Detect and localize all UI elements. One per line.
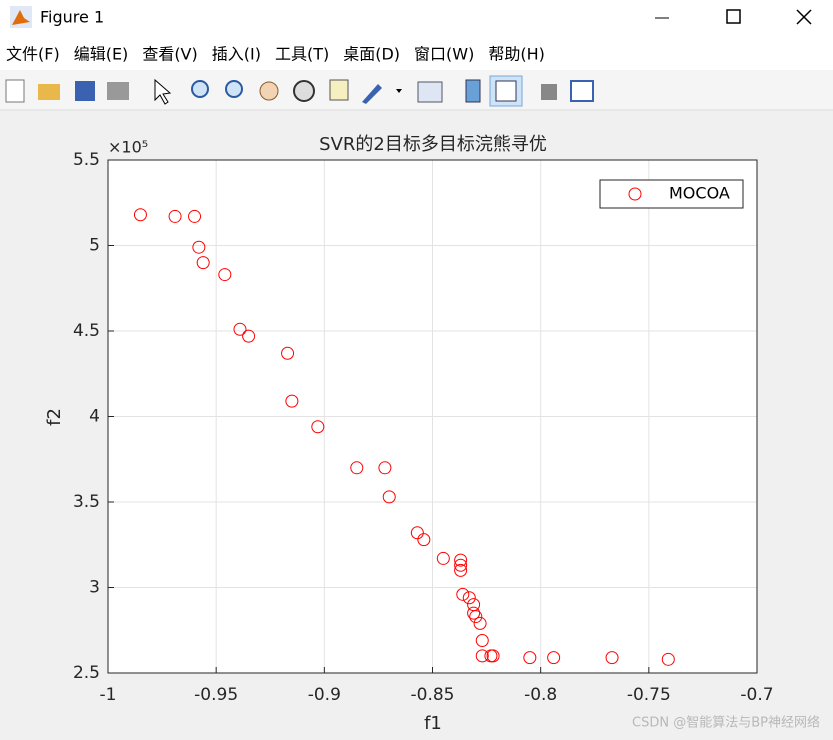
- title-bar: [0, 0, 833, 37]
- menu-item[interactable]: 帮助(H): [488, 45, 545, 64]
- maximize-button[interactable]: [726, 9, 741, 24]
- data-point: [242, 329, 256, 343]
- legend-icon[interactable]: [495, 80, 517, 102]
- app-icon: [10, 6, 32, 28]
- data-point: [462, 591, 476, 605]
- menu-item[interactable]: 桌面(D): [343, 45, 400, 64]
- watermark: CSDN @智能算法与BP神经网络: [632, 715, 820, 731]
- data-point: [473, 616, 487, 630]
- data-point: [192, 240, 206, 254]
- data-point: [133, 208, 147, 222]
- y-tick-label: 5.5: [73, 150, 100, 170]
- data-point: [469, 610, 483, 624]
- brush-icon[interactable]: [362, 84, 382, 104]
- save-icon[interactable]: [75, 81, 95, 101]
- data-point: [436, 551, 450, 565]
- datatip-icon[interactable]: [329, 79, 349, 101]
- data-point: [196, 256, 210, 270]
- hide-tools-icon[interactable]: [541, 84, 557, 100]
- data-point: [350, 461, 364, 475]
- y-tick-label: 5: [89, 236, 100, 256]
- data-point: [410, 526, 424, 540]
- y-axis-label: f2: [44, 408, 65, 426]
- brush-dropdown[interactable]: [396, 89, 402, 93]
- data-point: [168, 209, 182, 223]
- data-point: [523, 651, 537, 665]
- data-point: [382, 490, 396, 504]
- link-icon[interactable]: [417, 81, 443, 103]
- chart-title: SVR的2目标多目标浣熊寻优: [319, 134, 547, 155]
- data-point: [417, 533, 431, 547]
- data-point: [285, 394, 299, 408]
- close-button[interactable]: [796, 9, 812, 25]
- data-point: [456, 587, 470, 601]
- print-icon[interactable]: [107, 82, 129, 100]
- y-multiplier: ×10⁵: [108, 138, 148, 157]
- data-point: [475, 634, 489, 648]
- data-point: [454, 558, 468, 572]
- data-point: [475, 649, 489, 663]
- x-tick-label: -0.85: [411, 685, 455, 705]
- data-point: [467, 606, 481, 620]
- legend-box: [599, 179, 744, 209]
- plot: -1 -0.95 -0.9 -0.85 -0.8 -0.75 -0.7 2.5 3 3.5 4 4.5…: [73, 150, 774, 705]
- zoom-out-icon[interactable]: [225, 80, 243, 98]
- dock-icon[interactable]: [570, 80, 594, 102]
- window-title: Figure 1: [40, 8, 104, 27]
- new-icon[interactable]: [5, 79, 25, 103]
- pointer-icon[interactable]: [154, 78, 172, 105]
- data-point: [605, 651, 619, 665]
- data-point: [486, 649, 500, 663]
- y-tick-label: 2.5: [73, 663, 100, 683]
- x-tick-label: -0.8: [524, 685, 557, 705]
- x-tick-label: -0.7: [740, 685, 773, 705]
- menu-item[interactable]: 文件(F): [6, 45, 60, 64]
- data-point: [661, 652, 675, 666]
- menu-item[interactable]: 查看(V): [142, 45, 197, 64]
- x-tick-label: -0.95: [194, 685, 238, 705]
- open-icon[interactable]: [38, 84, 60, 100]
- toolbar: [0, 70, 833, 110]
- x-axis-label: f1: [424, 713, 442, 734]
- legend-label: MOCOA: [669, 184, 730, 203]
- data-point: [188, 209, 202, 223]
- y-tick-label: 4.5: [73, 321, 100, 341]
- data-point: [454, 553, 468, 567]
- menu-bar: [0, 37, 833, 70]
- data-point: [454, 563, 468, 577]
- x-tick-label: -0.9: [308, 685, 341, 705]
- colorbar-icon[interactable]: [465, 79, 481, 103]
- axes-box: [107, 159, 758, 674]
- data-point: [281, 346, 295, 360]
- menu-item[interactable]: 编辑(E): [74, 45, 129, 64]
- legend-marker: [628, 187, 642, 201]
- rotate-icon[interactable]: [293, 80, 315, 102]
- data-point: [311, 420, 325, 434]
- data-point: [547, 651, 561, 665]
- y-tick-label: 4: [89, 407, 100, 427]
- y-tick-label: 3.5: [73, 492, 100, 512]
- menu: 文件(F) 编辑(E) 查看(V) 插入(I) 工具(T) 桌面(D) 窗口(W) 帮助(H): [6, 45, 545, 64]
- zoom-in-icon[interactable]: [191, 80, 209, 98]
- data-point: [218, 268, 232, 282]
- x-tick-label: -0.75: [627, 685, 671, 705]
- x-tick-label: -1: [100, 685, 117, 705]
- data-point: [233, 322, 247, 336]
- menu-item[interactable]: 工具(T): [275, 45, 329, 64]
- menu-item[interactable]: 窗口(W): [414, 45, 474, 64]
- y-tick-label: 3: [89, 578, 100, 598]
- data-point: [378, 461, 392, 475]
- pan-icon[interactable]: [259, 81, 279, 101]
- toolbar-icons: [5, 75, 594, 107]
- menu-item[interactable]: 插入(I): [212, 45, 261, 64]
